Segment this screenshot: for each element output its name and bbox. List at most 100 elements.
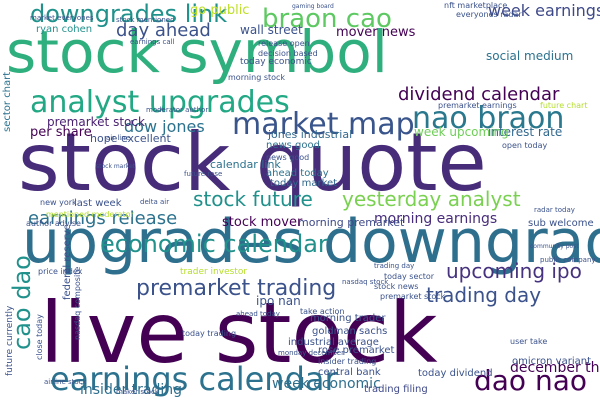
word-cloud-term: ryan cohen bbox=[36, 24, 92, 35]
word-cloud-term: new york bbox=[40, 198, 77, 207]
word-cloud-term: stock future bbox=[193, 187, 313, 211]
word-cloud-term: ipo nan bbox=[256, 294, 301, 308]
word-cloud-term: monday december bbox=[278, 349, 344, 357]
word-cloud-term: calendar link bbox=[210, 158, 281, 171]
word-cloud-term: maker stock bbox=[116, 388, 160, 396]
word-cloud-term: insider trading bbox=[318, 357, 376, 366]
word-cloud-term: yesterday analyst bbox=[342, 187, 521, 211]
word-cloud-term: nasdaq composite bbox=[73, 267, 82, 340]
word-cloud-term: dividend calendar bbox=[398, 84, 560, 105]
word-cloud-term: today dividend bbox=[418, 368, 493, 379]
word-cloud-term: live stock bbox=[40, 284, 438, 382]
word-cloud-term: close today bbox=[35, 314, 44, 360]
word-cloud-term: week economic bbox=[272, 376, 381, 392]
word-cloud-term: stock quote bbox=[18, 116, 487, 209]
word-cloud-term: industrial average bbox=[288, 337, 379, 348]
word-cloud-term: braon cao bbox=[262, 4, 392, 34]
word-cloud-term: premarket stock bbox=[380, 292, 446, 301]
word-cloud-term: mover news bbox=[336, 25, 416, 40]
word-cloud-term: trading day bbox=[426, 283, 541, 307]
word-cloud-term: interest rate bbox=[488, 125, 562, 139]
word-cloud-term: earnings calendar bbox=[50, 360, 338, 398]
word-cloud-term: sector chart bbox=[2, 72, 13, 132]
word-cloud-term: stock mentioned bbox=[116, 16, 175, 24]
word-cloud-term: release open bbox=[258, 39, 310, 48]
word-cloud-term: market map bbox=[232, 107, 415, 142]
word-cloud-term: future rose bbox=[184, 170, 222, 178]
word-cloud-term: earnings release bbox=[28, 208, 177, 229]
word-cloud-term: news good bbox=[266, 153, 309, 162]
word-cloud-term: everyones radar bbox=[456, 10, 522, 19]
word-cloud-term: today trading bbox=[182, 329, 236, 338]
word-cloud-term: price index bbox=[38, 267, 83, 276]
word-cloud-term: future chart bbox=[540, 101, 587, 110]
word-cloud-term: open today bbox=[502, 141, 548, 150]
word-cloud-term: stock symbol bbox=[6, 18, 388, 86]
word-cloud-term: morning stock bbox=[228, 73, 285, 82]
word-cloud-term: nft marketplace bbox=[444, 1, 507, 10]
word-cloud-term: stock market bbox=[96, 163, 136, 170]
word-cloud-term: gaming board bbox=[292, 3, 334, 10]
word-cloud-term: news good bbox=[266, 140, 320, 151]
word-cloud-term: upcoming ipo bbox=[446, 259, 582, 283]
word-cloud-term: radar today bbox=[534, 206, 575, 214]
word-cloud-term: analyst upgrades bbox=[30, 85, 290, 120]
word-cloud-term: take action bbox=[300, 307, 344, 316]
word-cloud-term: air line bbox=[106, 134, 130, 142]
word-cloud-term: per share bbox=[30, 125, 92, 140]
word-cloud-term: stock news bbox=[374, 282, 418, 291]
word-cloud-term: community post bbox=[530, 243, 579, 250]
word-cloud-term: today sector bbox=[384, 272, 435, 281]
word-cloud-term: today market bbox=[270, 178, 337, 189]
word-cloud-term: public company bbox=[540, 256, 596, 264]
word-cloud-term: author advise bbox=[26, 219, 81, 228]
word-cloud-term: future currently bbox=[5, 305, 15, 376]
word-cloud-term: hope excellent bbox=[90, 132, 172, 145]
word-cloud-term: mentioned moderator bbox=[46, 210, 135, 219]
word-cloud-term: economic calendar bbox=[100, 230, 328, 258]
word-cloud-term: decision based bbox=[258, 49, 318, 58]
word-cloud-term: insider trading bbox=[80, 382, 182, 398]
word-cloud-term: trader investor bbox=[180, 267, 247, 277]
word-cloud-term: social medium bbox=[486, 49, 573, 63]
word-cloud-term: stock mover bbox=[222, 215, 303, 230]
word-cloud-term: goldman sachs bbox=[312, 326, 387, 337]
word-cloud-term: market everyones bbox=[30, 14, 94, 22]
word-cloud-term: rose premarket bbox=[318, 345, 395, 356]
word-cloud-term: morning trader bbox=[310, 313, 386, 324]
word-cloud-term: central bank bbox=[318, 367, 381, 378]
word-cloud-term: nao braon bbox=[412, 101, 564, 136]
word-cloud-term: nasdaq stock bbox=[342, 278, 389, 286]
word-cloud-term: downgrades link bbox=[30, 0, 227, 28]
word-cloud-term: morning premarket bbox=[298, 216, 405, 229]
word-cloud-term: omicron variant bbox=[512, 356, 591, 367]
word-cloud-term: last week bbox=[74, 198, 122, 209]
word-cloud-term: dao nao bbox=[474, 364, 587, 397]
word-cloud-term: premarket stock bbox=[47, 115, 145, 129]
word-cloud-term: user take bbox=[510, 337, 547, 346]
word-cloud-term: delta air bbox=[140, 198, 169, 206]
word-cloud-term: moderator author bbox=[146, 106, 208, 114]
word-cloud-term: jones industrial bbox=[267, 128, 352, 141]
word-cloud-term: december th bbox=[510, 360, 600, 376]
word-cloud-term: dow jones bbox=[124, 117, 205, 136]
word-cloud-term: wall street bbox=[240, 23, 303, 37]
word-cloud-term: cao dao bbox=[8, 255, 36, 350]
word-cloud-term: airline stock bbox=[44, 378, 87, 386]
word-cloud-term: ahead today bbox=[236, 310, 280, 318]
word-cloud-term: trading day bbox=[374, 262, 414, 270]
word-cloud-term: day ahead bbox=[116, 20, 211, 41]
word-cloud-term: go public bbox=[190, 3, 249, 18]
word-cloud-term: sub welcome bbox=[528, 218, 594, 229]
word-cloud-term: morning earnings bbox=[374, 211, 497, 227]
word-cloud-term: trading filing bbox=[364, 384, 428, 395]
word-cloud-term: premarket trading bbox=[136, 276, 336, 301]
word-cloud-term: today economic bbox=[240, 57, 312, 67]
word-cloud-term: upgrades downgrades bbox=[22, 207, 600, 277]
word-cloud-term: week upcoming bbox=[414, 125, 509, 139]
word-cloud-term: ahead today bbox=[266, 168, 329, 179]
word-cloud-term: federal reserve bbox=[62, 224, 73, 300]
word-cloud-term: earnings call bbox=[130, 38, 175, 46]
